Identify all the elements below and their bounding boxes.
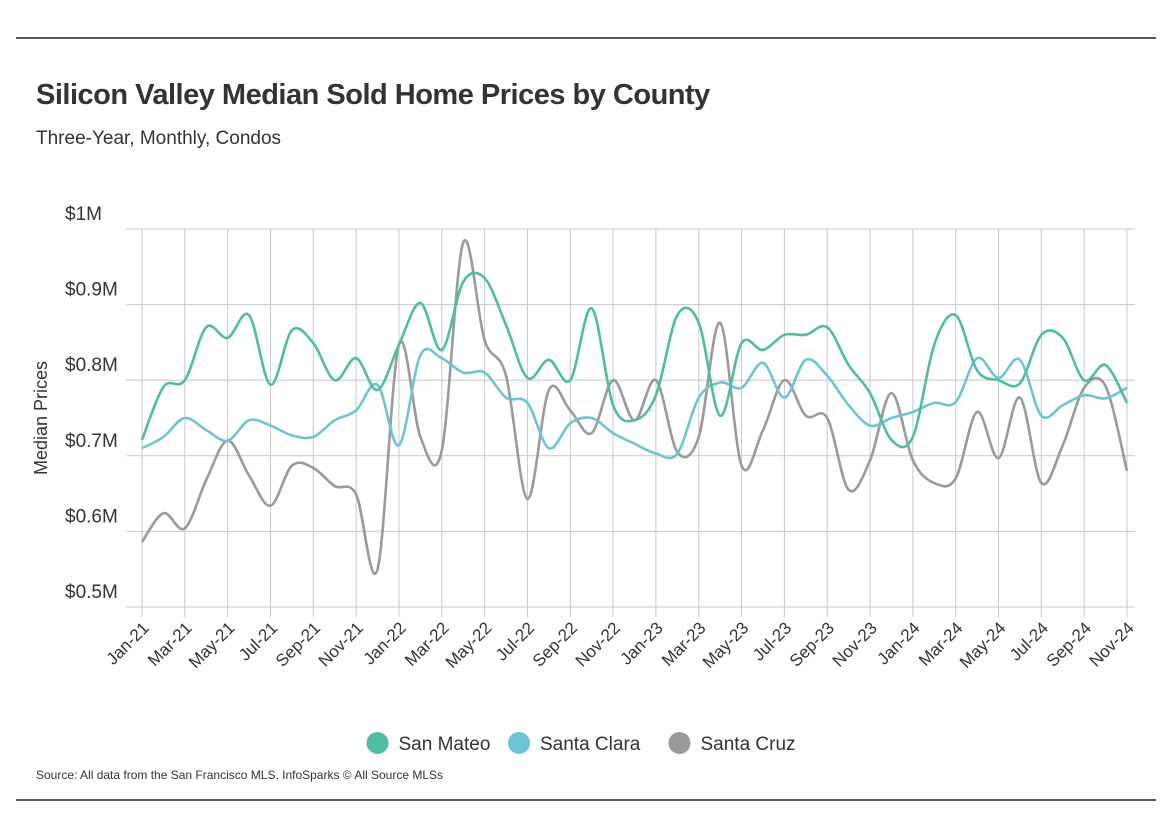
y-tick-label: $0.5M [65,582,118,603]
x-tick-label: Jan-22 [360,618,410,668]
x-tick-label: May-23 [699,618,753,672]
x-tick-label: Jan-21 [103,618,153,668]
x-tick-label: May-21 [185,618,239,672]
legend-label: San Mateo [399,734,491,755]
grid [126,228,1135,617]
legend: San Mateo Santa Clara Santa Cruz [366,732,796,755]
series-line [141,347,1128,460]
x-tick-label: Nov-23 [829,618,881,670]
y-axis-label: Median Prices [31,361,51,475]
chart-subtitle: Three-Year, Monthly, Condos [36,128,281,149]
y-tick-label: $0.6M [65,506,118,527]
legend-label: Santa Clara [540,734,641,755]
x-tick-label: Sep-23 [786,618,838,670]
y-tick-label: $0.9M [65,280,118,301]
y-tick-label: $0.8M [65,355,118,376]
x-tick-label: Nov-21 [315,618,367,670]
series-line [140,238,1129,575]
legend-marker [508,732,530,754]
legend-marker [366,732,389,754]
x-tick-label: Jan-23 [617,618,667,668]
y-tick-label: $0.7M [65,431,118,452]
series-line [140,271,1129,449]
y-tick-label: $1M [65,204,102,225]
axis-labels: $0.5M$0.6M$0.7M$0.8M$0.9M$1MJan-21Mar-21… [65,204,1138,672]
plot-lines [140,238,1129,575]
source-note: Source: All data from the San Francisco … [36,768,443,782]
legend-label: Santa Cruz [701,734,796,755]
chart-title: Silicon Valley Median Sold Home Prices b… [36,79,710,111]
x-tick-label: Nov-24 [1086,618,1138,670]
x-tick-label: Nov-22 [572,618,624,670]
x-tick-label: Sep-22 [529,618,581,670]
x-tick-label: Jan-24 [874,618,924,668]
legend-marker [668,732,691,754]
x-tick-label: Sep-24 [1043,618,1095,670]
x-tick-label: Sep-21 [272,618,324,670]
x-tick-label: May-22 [442,618,496,672]
x-tick-label: May-24 [956,618,1010,672]
